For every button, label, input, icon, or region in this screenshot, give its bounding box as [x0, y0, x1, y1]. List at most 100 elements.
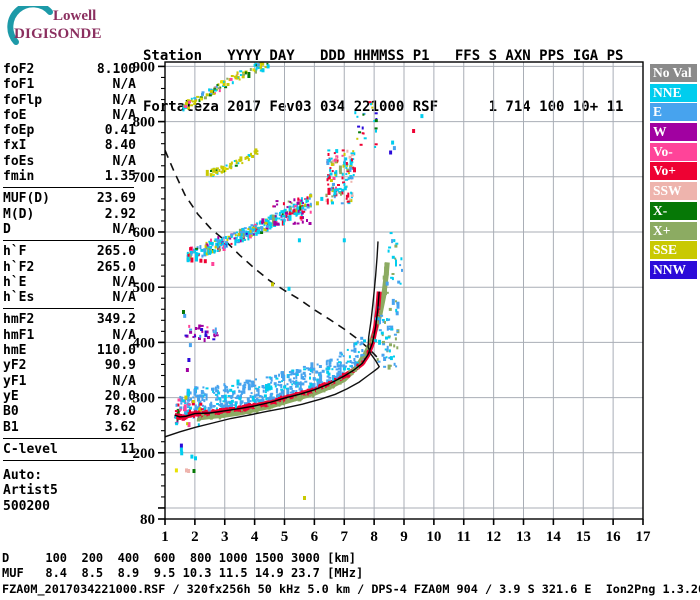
param-label: yF1: [3, 373, 27, 389]
svg-text:5: 5: [281, 529, 289, 545]
autoscaling-info: 500200: [3, 498, 50, 514]
autoscaling-info: Auto:: [3, 468, 43, 484]
param-row-MUF(D): MUF(D) 23.69: [3, 191, 136, 206]
logo-digisonde-text: DIGISONDE: [14, 26, 102, 42]
svg-text:2: 2: [191, 529, 199, 545]
param-label: C-level: [3, 441, 58, 457]
separator: [3, 308, 134, 310]
param-label: hmE: [3, 343, 27, 359]
svg-text:11: 11: [457, 529, 471, 545]
param-value: 265.0: [96, 259, 136, 275]
param-label: fmin: [3, 169, 35, 185]
param-value: N/A: [112, 373, 136, 389]
param-row-hmF1: hmF1 N/A: [3, 328, 136, 343]
param-label: B0: [3, 404, 19, 420]
param-value: 8.100: [96, 62, 136, 77]
param-value: N/A: [112, 274, 136, 290]
legend-item-nnw: NNW: [650, 260, 697, 279]
svg-text:15: 15: [576, 529, 591, 545]
param-row-foF2: foF2 8.100: [3, 62, 136, 77]
svg-text:17: 17: [636, 529, 652, 545]
autoscaling-info: Artist5: [3, 483, 58, 499]
param-label: h`Es: [3, 290, 35, 306]
param-value: 90.9: [104, 358, 136, 374]
legend-item-nne: NNE: [650, 83, 697, 102]
legend-item-e: E: [650, 103, 697, 122]
param-value: 8.40: [104, 138, 136, 154]
logo-lowell-text: Lowell: [53, 8, 97, 24]
lowell-digisonde-logo: Lowell DIGISONDE: [6, 1, 131, 50]
param-value: 349.2: [96, 312, 136, 328]
svg-text:6: 6: [311, 529, 319, 545]
param-label: foF2: [3, 62, 35, 77]
param-row-h`E: h`E N/A: [3, 275, 136, 290]
param-row-foF1: foF1 N/A: [3, 77, 136, 92]
param-value: 265.0: [96, 244, 136, 260]
param-row-h`Es: h`Es N/A: [3, 290, 136, 305]
param-row-yF2: yF2 90.9: [3, 358, 136, 373]
svg-text:13: 13: [516, 529, 531, 545]
header-values: Fortaleza 2017 Fev03 034 221000 RSF 1 71…: [143, 99, 624, 115]
param-value: N/A: [112, 290, 136, 306]
param-row-B0: B0 78.0: [3, 404, 136, 419]
legend-item-no-val: No Val: [650, 64, 697, 82]
legend-item-sse: SSE: [650, 241, 697, 260]
param-row-M(D): M(D) 2.92: [3, 207, 136, 222]
param-row-hmF2: hmF2 349.2: [3, 312, 136, 327]
svg-text:80: 80: [140, 512, 155, 528]
param-row-fmin: fmin 1.35: [3, 169, 136, 184]
param-row-foFlp: foFlp N/A: [3, 93, 136, 108]
param-row-C-level: C-level 11: [3, 442, 136, 457]
svg-text:3: 3: [221, 529, 229, 545]
svg-text:1: 1: [161, 529, 169, 545]
param-row-foE: foE N/A: [3, 108, 136, 123]
param-value: 20.0: [104, 388, 136, 404]
svg-text:7: 7: [341, 529, 349, 545]
legend-item-ssw: SSW: [650, 182, 697, 201]
param-value: 2.92: [104, 206, 136, 222]
echo-status-legend: No Val NNE E W Vo- Vo+ SSW X- X+ SSE NNW: [650, 64, 698, 281]
separator: [3, 187, 134, 189]
param-label: foE: [3, 107, 27, 123]
param-label: D: [3, 221, 11, 237]
param-label: foEp: [3, 123, 35, 139]
station-header: Station YYYY DAY DDD HHMMSS P1 FFS S AXN…: [143, 14, 623, 150]
svg-text:9: 9: [400, 529, 408, 545]
param-label: h`F: [3, 244, 27, 260]
param-label: MUF(D): [3, 191, 50, 207]
param-row-h`F: h`F 265.0: [3, 244, 136, 259]
param-value: 78.0: [104, 404, 136, 420]
parameter-panel: foF2 8.100 foF1 N/A foFlp N/A foE N/A foEp 0.41 fx…: [3, 62, 136, 514]
legend-item-vo-: Vo-: [650, 142, 697, 161]
param-value: N/A: [112, 107, 136, 123]
legend-item-x-: X-: [650, 201, 697, 220]
svg-text:8: 8: [370, 529, 378, 545]
param-row-B1: B1 3.62: [3, 420, 136, 435]
d-muf-table: D 100 200 400 600 800 1000 1500 3000 [km…: [2, 551, 363, 581]
separator: [3, 240, 134, 242]
param-label: M(D): [3, 206, 35, 222]
param-value: 110.0: [96, 343, 136, 359]
logo-arc-icon: [7, 1, 53, 45]
legend-item-w: W: [650, 123, 697, 142]
table-row-muf: MUF 8.4 8.5 8.9 9.5 10.3 11.5 14.9 23.7 …: [2, 566, 364, 580]
measurement-footer: FZA0M_2017034221000.RSF / 320fx256h 50 k…: [2, 582, 700, 596]
separator: [3, 460, 134, 462]
param-label: yF2: [3, 358, 27, 374]
svg-text:4: 4: [251, 529, 259, 545]
param-row-foEp: foEp 0.41: [3, 123, 136, 138]
svg-text:12: 12: [486, 529, 501, 545]
param-row-yF1: yF1 N/A: [3, 374, 136, 389]
separator: [3, 437, 134, 439]
header-column-titles: Station YYYY DAY DDD HHMMSS P1 FFS S AXN…: [143, 48, 624, 64]
param-label: fxI: [3, 138, 27, 154]
param-label: B1: [3, 419, 19, 435]
param-value: N/A: [112, 77, 136, 93]
param-value: 11: [120, 441, 136, 457]
param-value: 3.62: [104, 419, 136, 435]
param-label: hmF2: [3, 312, 35, 328]
table-row-d: D 100 200 400 600 800 1000 1500 3000 [km…: [2, 551, 357, 565]
legend-item-x+: X+: [650, 221, 697, 240]
svg-text:16: 16: [606, 529, 622, 545]
